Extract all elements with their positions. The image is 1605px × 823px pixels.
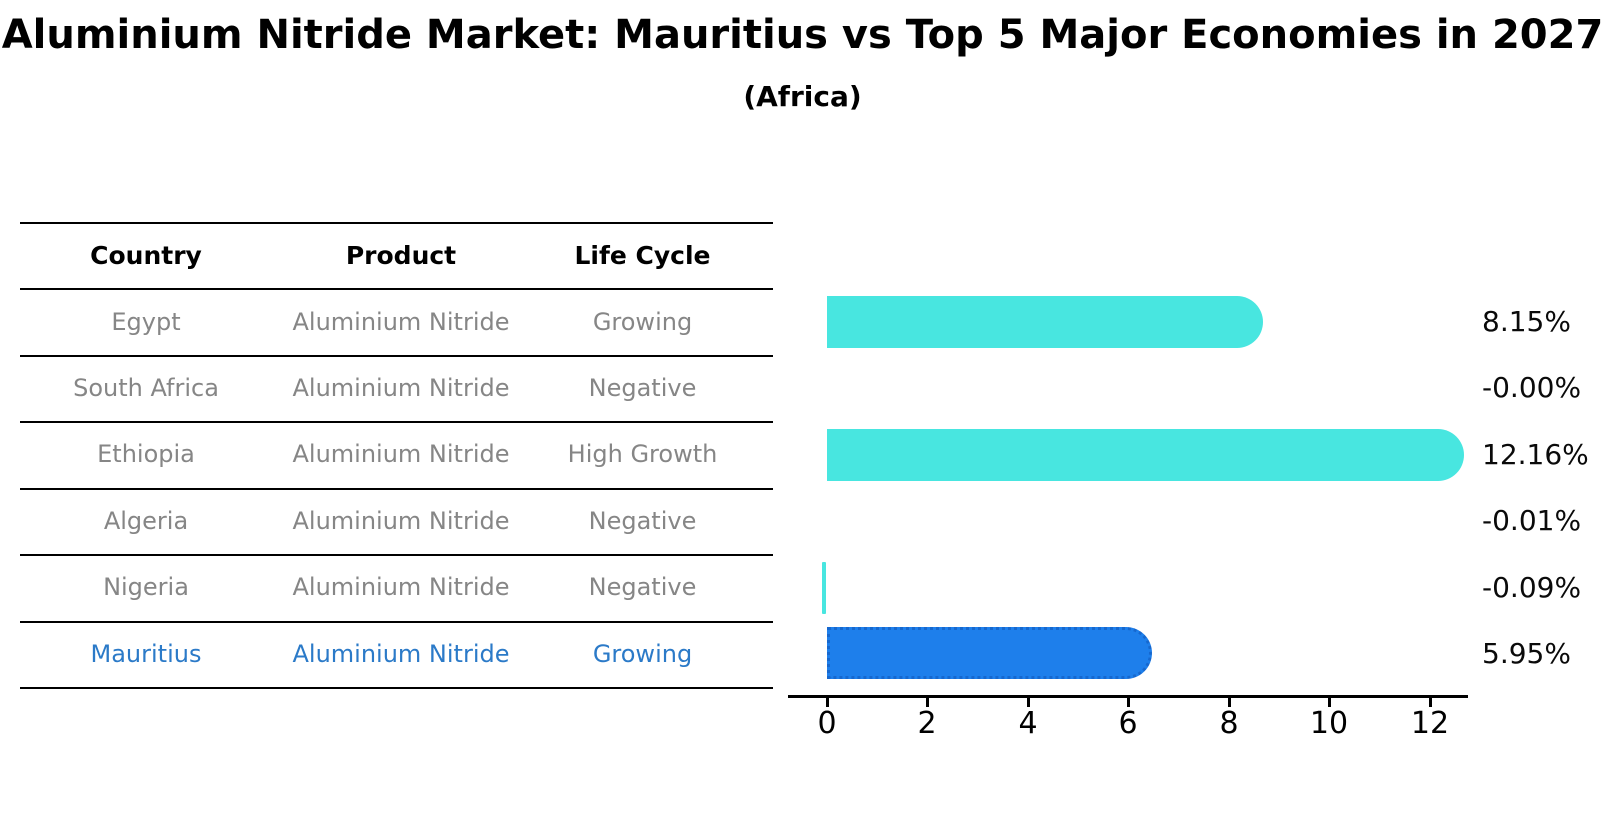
x-axis-line (788, 695, 1468, 698)
country-cell: Ethiopia (97, 440, 195, 469)
table-line (20, 554, 773, 556)
product-cell: Aluminium Nitride (292, 307, 510, 336)
bar-row-south-africa (827, 362, 1507, 414)
table-line (20, 421, 773, 423)
value-label-nigeria: -0.09% (1482, 571, 1582, 604)
x-tick (1328, 697, 1331, 707)
bar-row-ethiopia (827, 429, 1507, 481)
bar-nigeria (822, 562, 826, 614)
x-tick (1227, 697, 1231, 707)
table-row: Algeria Aluminium Nitride Negative (20, 488, 755, 554)
table-line (20, 621, 773, 623)
product-cell: Aluminium Nitride (292, 374, 510, 403)
life-cycle-cell: Growing (592, 639, 693, 668)
product-cell: Aluminium Nitride (292, 573, 510, 602)
table-line (20, 355, 773, 357)
column-header-country: Country (90, 240, 202, 270)
country-table: Country Product Life Cycle Egypt Alumini… (20, 222, 755, 687)
page-subtitle: (Africa) (743, 80, 862, 113)
x-tick-label: 6 (1118, 706, 1138, 741)
product-cell: Aluminium Nitride (292, 639, 510, 668)
table-line (20, 288, 773, 290)
table-header-row: Country Product Life Cycle (20, 222, 755, 288)
bar-row-nigeria (822, 562, 1507, 614)
column-header-product: Product (345, 240, 457, 270)
value-label-ethiopia: 12.16% (1482, 438, 1589, 471)
x-tick (1127, 697, 1130, 707)
life-cycle-cell: Growing (592, 307, 693, 336)
x-tick-label: 0 (817, 706, 837, 741)
x-tick (825, 697, 829, 707)
x-tick-label: 8 (1219, 706, 1239, 741)
x-tick-label: 10 (1309, 706, 1349, 741)
value-label-south-africa: -0.00% (1482, 371, 1582, 404)
table-line (20, 222, 773, 224)
bar-row-egypt (827, 296, 1507, 348)
bar-row-algeria (827, 495, 1507, 547)
value-label-mauritius: 5.95% (1482, 637, 1571, 670)
x-tick-label: 12 (1410, 706, 1450, 741)
bar-row-mauritius (827, 627, 1507, 679)
table-row: South Africa Aluminium Nitride Negative (20, 355, 755, 421)
country-cell: Algeria (103, 506, 189, 535)
product-cell: Aluminium Nitride (292, 506, 510, 535)
table-line (20, 488, 773, 490)
table-line (20, 687, 773, 689)
life-cycle-cell: Negative (588, 573, 697, 602)
country-cell: Nigeria (103, 573, 189, 602)
x-tick (926, 697, 929, 707)
life-cycle-cell: High Growth (567, 440, 718, 469)
x-tick (1026, 697, 1030, 707)
country-cell: South Africa (73, 374, 219, 403)
value-label-algeria: -0.01% (1482, 504, 1582, 537)
bar-egypt (827, 296, 1263, 348)
x-tick-label: 4 (1018, 706, 1038, 741)
product-cell: Aluminium Nitride (292, 440, 510, 469)
bar-mauritius (827, 627, 1152, 679)
life-cycle-cell: Negative (588, 374, 697, 403)
table-row-mauritius: Mauritius Aluminium Nitride Growing (20, 621, 755, 687)
table-row: Ethiopia Aluminium Nitride High Growth (20, 421, 755, 487)
country-cell: Egypt (111, 307, 181, 336)
value-label-egypt: 8.15% (1482, 305, 1571, 338)
country-cell: Mauritius (90, 639, 202, 668)
page-title: Aluminium Nitride Market: Mauritius vs T… (1, 12, 1604, 58)
table-row: Nigeria Aluminium Nitride Negative (20, 554, 755, 620)
life-cycle-cell: Negative (588, 506, 697, 535)
table-row: Egypt Aluminium Nitride Growing (20, 288, 755, 354)
x-tick (1428, 697, 1432, 707)
x-tick-label: 2 (917, 706, 937, 741)
bar-ethiopia (827, 429, 1465, 481)
column-header-life-cycle: Life Cycle (574, 240, 711, 270)
